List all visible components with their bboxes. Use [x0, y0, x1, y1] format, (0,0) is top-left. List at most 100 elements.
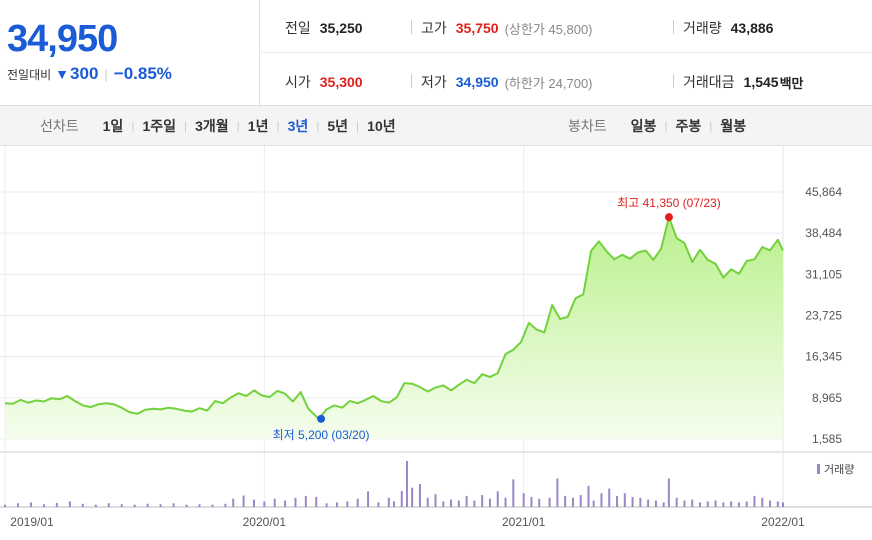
tab-line-period-4[interactable]: 3년 — [287, 117, 309, 134]
volume-bar — [745, 501, 748, 507]
tab-line-period-3[interactable]: 1년 — [247, 117, 269, 134]
low-cell: 저가 34,950 (하한가 24,700) — [421, 72, 593, 92]
y-axis: 45,864 38,484 31,105 23,725 16,345 8,965 1,585 — [805, 185, 842, 446]
divider: | — [183, 118, 188, 133]
y-tick-label: 38,484 — [805, 226, 842, 240]
volume-bar — [242, 495, 245, 507]
volume-bar — [172, 503, 175, 507]
volume-bar — [587, 485, 590, 507]
divider — [673, 20, 674, 34]
change-summary: 전일대비 ▼ 300 | −0.85% — [7, 64, 172, 84]
volume-bar — [691, 499, 694, 507]
volume-bar — [411, 487, 414, 507]
volume-bar — [714, 500, 717, 507]
chart-annotations: 최고 41,350 (07/23) 최저 5,200 (03/20) — [273, 196, 721, 442]
volume-bar — [198, 504, 201, 507]
tab-line-period-1[interactable]: 1주일 — [142, 117, 176, 134]
candle-chart-periods: 봉차트 일봉 | 주봉 | 월봉 — [568, 106, 754, 145]
change-amount: 300 — [70, 64, 99, 83]
volume-bar — [662, 502, 665, 507]
current-price: 34,950 — [7, 18, 118, 60]
x-axis: 2019/01 2020/01 2021/01 2022/01 — [10, 515, 805, 529]
volume-bar — [571, 497, 574, 507]
volume-bar — [120, 504, 123, 507]
price-line — [4, 216, 784, 420]
high-value: 35,750 — [455, 20, 499, 36]
y-tick-label: 1,585 — [812, 432, 842, 446]
volume-value: 43,886 — [730, 20, 774, 36]
volume-bar — [211, 504, 214, 507]
tab-candle-period-0[interactable]: 일봉 — [630, 117, 657, 134]
volume-bar — [488, 498, 491, 507]
volume-bar — [616, 495, 619, 507]
divider: | — [276, 118, 280, 133]
volume-bar — [623, 493, 626, 507]
volume-bar — [335, 502, 338, 507]
lower-limit: (하한가 24,700) — [504, 75, 593, 91]
max-label: 최고 41,350 (07/23) — [617, 196, 720, 210]
y-tick-label: 31,105 — [805, 267, 842, 281]
prev-close-value: 35,250 — [319, 20, 363, 36]
volume-bar — [579, 495, 582, 507]
volume-bar — [538, 498, 541, 507]
volume-bar — [481, 495, 484, 507]
volume-bar — [224, 503, 227, 507]
high-cell: 고가 35,750 (상한가 45,800) — [421, 18, 593, 38]
volume-bar — [647, 499, 650, 507]
tab-line-period-6[interactable]: 10년 — [367, 117, 396, 134]
volume-bar — [631, 496, 634, 507]
volume-bar — [442, 501, 445, 507]
open-label: 시가 — [285, 74, 311, 90]
amount-cell: 거래대금 1,545 백만 — [683, 72, 804, 92]
divider: | — [664, 118, 668, 133]
volume-bar — [426, 497, 429, 507]
volume-bar — [667, 478, 670, 507]
volume-bar — [548, 497, 551, 507]
volume-bar — [730, 501, 733, 507]
tab-candle-period-2[interactable]: 월봉 — [720, 117, 747, 134]
divider: | — [131, 118, 135, 133]
volume-cell: 거래량 43,886 — [683, 18, 773, 38]
volume-bar — [675, 497, 678, 507]
volume-legend-label: 거래량 — [824, 463, 854, 476]
volume-bar — [387, 497, 390, 507]
change-label: 전일대비 — [7, 67, 52, 82]
volume-bar — [68, 501, 71, 507]
tab-line-period-5[interactable]: 5년 — [327, 117, 349, 134]
volume-bar — [522, 493, 525, 507]
volume-bar — [252, 499, 255, 507]
upper-limit: (상한가 45,800) — [504, 21, 593, 37]
volume-bar — [393, 501, 395, 507]
volume-bar — [600, 493, 603, 507]
volume-bar — [683, 500, 686, 507]
tab-candle-period-1[interactable]: 주봉 — [675, 117, 702, 134]
prev-close-label: 전일 — [285, 20, 311, 36]
price-area-fill — [5, 217, 783, 439]
amount-label: 거래대금 — [683, 74, 735, 90]
min-point-marker — [317, 414, 326, 423]
volume-bar — [450, 499, 453, 507]
volume-bar — [55, 502, 58, 507]
tab-line-period-2[interactable]: 3개월 — [195, 117, 229, 134]
volume-bar — [405, 461, 408, 507]
volume-bar — [42, 504, 45, 507]
amount-unit: 백만 — [779, 75, 804, 91]
period-toolbar: 선차트 1일 | 1주일 | 3개월 | 1년 | 3년 | 5년 | 10년 봉차트 일봉 | 주봉 | 월봉 — [0, 106, 872, 146]
divider: | — [709, 118, 713, 133]
x-tick-label: 2020/01 — [243, 515, 287, 529]
open-value: 35,300 — [319, 74, 363, 90]
divider: | — [356, 118, 360, 133]
line-chart-periods: 선차트 1일 | 1주일 | 3개월 | 1년 | 3년 | 5년 | 10년 — [40, 106, 404, 145]
x-tick-label: 2019/01 — [10, 515, 54, 529]
tab-line-period-0[interactable]: 1일 — [102, 117, 124, 134]
volume-bars: 거래량 — [4, 461, 854, 507]
volume-bar — [465, 495, 468, 507]
volume-bar — [654, 500, 657, 507]
line-period-tabs: 1일 | 1주일 | 3개월 | 1년 | 3년 | 5년 | 10년 — [95, 116, 404, 136]
volume-legend-swatch — [817, 464, 820, 474]
volume-bar — [133, 504, 136, 507]
volume-bar — [473, 500, 476, 507]
x-tick-label: 2022/01 — [761, 515, 805, 529]
line-chart-label: 선차트 — [40, 117, 79, 134]
y-tick-label: 23,725 — [805, 308, 842, 322]
